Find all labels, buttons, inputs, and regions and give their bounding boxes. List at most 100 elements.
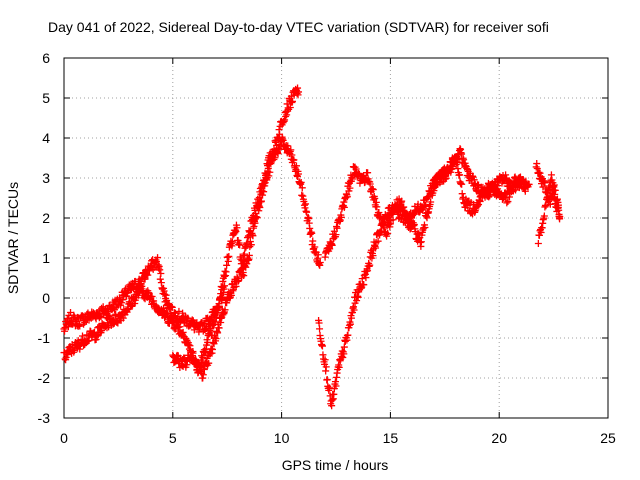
data-point [546,200,554,208]
data-point [340,343,348,351]
data-point [240,272,248,280]
data-point [318,342,326,350]
data-point [178,362,186,370]
data-point [306,224,314,232]
data-point [288,97,296,105]
data-point [521,180,529,188]
data-point [453,158,461,166]
data-point [350,306,358,314]
data-point [458,180,466,188]
y-tick-labels: -3 -2 -1 0 1 2 3 4 5 6 [38,50,51,426]
data-point [207,325,215,333]
data-point [197,363,205,371]
y-tick-label: -2 [38,370,51,386]
data-point [199,371,207,379]
data-point [240,250,248,258]
data-point [260,188,268,196]
data-point [550,186,558,194]
data-point [340,203,348,211]
data-point [404,214,412,222]
series-track-5 [169,282,229,377]
data-point [144,271,152,279]
data-point [366,261,374,269]
axis-ticks [63,57,609,419]
data-point [208,331,216,339]
data-point [364,169,372,177]
data-point [281,116,289,124]
data-point [398,197,406,205]
data-marks [60,84,564,410]
data-point [256,203,264,211]
data-point [176,323,184,331]
data-point [145,289,153,297]
data-point [346,320,354,328]
data-point [328,241,336,249]
data-point [337,213,345,221]
data-point [253,214,261,222]
data-point [233,224,241,232]
data-point [93,332,101,340]
data-point [321,356,329,364]
data-point [219,294,227,302]
data-point [214,329,222,337]
data-point [294,170,302,178]
data-point [368,185,376,193]
data-point [503,199,511,207]
data-point [245,251,253,259]
data-point [265,172,273,180]
x-tick-label: 0 [60,430,68,446]
data-point [316,258,324,266]
data-point [168,303,176,311]
data-point [225,252,233,260]
data-point [384,229,392,237]
data-point [205,359,213,367]
data-point [119,314,127,322]
data-point [76,322,84,330]
data-point [366,180,374,188]
data-point [264,164,272,172]
data-point [283,111,291,119]
data-point [257,197,265,205]
data-point [292,162,300,170]
data-point [551,190,559,198]
x-tick-label: 20 [491,430,507,446]
data-point [236,241,244,249]
data-point [192,357,200,365]
data-point [360,281,368,289]
data-point [541,178,549,186]
data-point [235,277,243,285]
data-point [536,169,544,177]
data-point [161,290,169,298]
data-point [417,238,425,246]
data-point [314,251,322,259]
data-point [215,303,223,311]
data-point [297,178,305,186]
data-point [458,150,466,158]
data-point [346,184,354,192]
data-point [535,168,543,176]
chart-title: Day 041 of 2022, Sidereal Day-to-day VTE… [48,19,549,35]
data-point [266,168,274,176]
data-point [311,243,319,251]
data-point [211,318,219,326]
data-point [175,307,183,315]
data-point [343,193,351,201]
data-point [455,171,463,179]
data-point [247,241,255,249]
data-point [421,223,429,231]
data-point [157,270,165,278]
data-point [249,232,257,240]
data-point [303,208,311,216]
data-point [290,156,298,164]
y-tick-label: 1 [42,250,50,266]
series-track-7 [532,160,564,222]
data-point [373,203,381,211]
data-point [221,306,229,314]
data-point [344,331,352,339]
y-tick-label: 6 [42,50,50,66]
data-point [302,200,310,208]
data-point [556,212,564,220]
data-point [424,193,432,201]
data-point [167,303,175,311]
